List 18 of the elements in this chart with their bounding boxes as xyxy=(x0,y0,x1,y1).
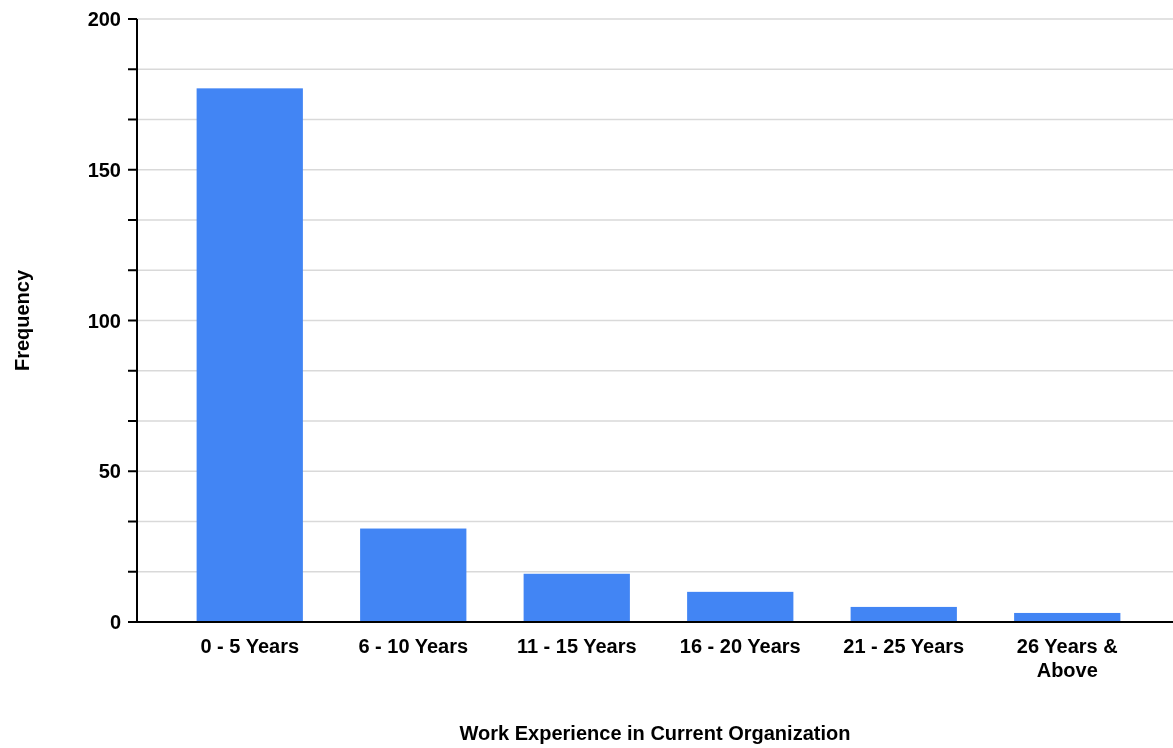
x-tick-label: 6 - 10 Years xyxy=(358,635,469,657)
x-tick-label: 0 - 5 Years xyxy=(200,635,300,657)
bar xyxy=(360,528,467,622)
bar xyxy=(523,573,630,622)
y-tick-label: 100 xyxy=(87,309,121,332)
y-tick-label: 200 xyxy=(87,8,121,30)
x-tick-label: 11 - 15 Years xyxy=(516,635,637,657)
y-axis-title: Frequency xyxy=(11,269,33,372)
y-tick-label: 0 xyxy=(109,611,121,633)
bar xyxy=(850,606,957,622)
x-tick-label: 21 - 25 Years xyxy=(843,635,965,657)
x-tick-label: 16 - 20 Years xyxy=(679,635,801,657)
bar xyxy=(196,88,303,622)
y-tick-label: 150 xyxy=(87,158,121,181)
bar xyxy=(687,591,794,622)
x-axis-title: Work Experience in Current Organization xyxy=(459,722,851,744)
y-tick-label: 50 xyxy=(98,460,121,483)
x-tick-label: 26 Years & Above xyxy=(1016,635,1118,681)
